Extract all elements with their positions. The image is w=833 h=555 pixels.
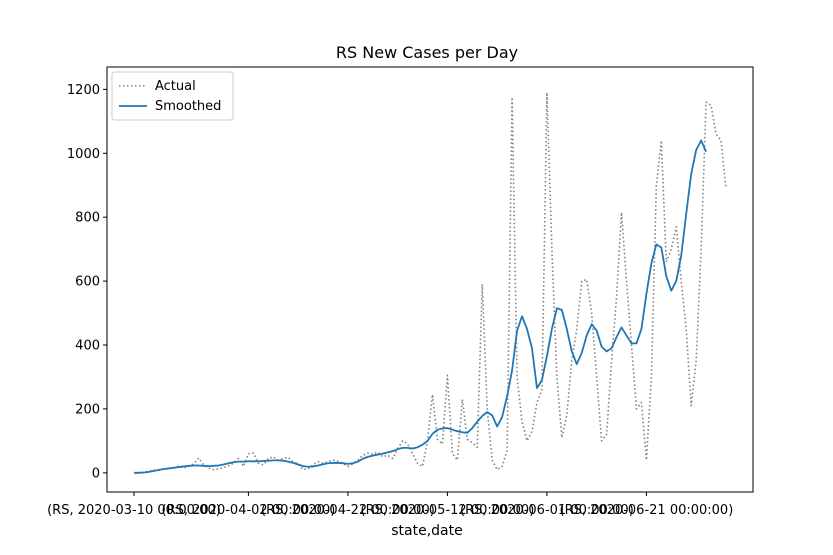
y-tick-label: 1000 bbox=[67, 147, 100, 162]
x-axis-label: state,date bbox=[391, 523, 462, 539]
y-tick-label: 200 bbox=[75, 402, 100, 417]
y-tick-label: 400 bbox=[75, 339, 100, 354]
y-tick-label: 800 bbox=[75, 211, 100, 226]
chart-title: RS New Cases per Day bbox=[336, 43, 518, 62]
series-layer bbox=[133, 91, 727, 474]
y-tick-label: 0 bbox=[92, 466, 100, 481]
x-tick-label: (RS, 2020-06-21 00:00:00) bbox=[560, 503, 734, 518]
y-tick-label: 1200 bbox=[67, 83, 100, 98]
plot-frame bbox=[106, 66, 754, 493]
y-axis: 0 200 400 600 800 1000 1200 bbox=[67, 83, 107, 481]
legend: Actual Smoothed bbox=[111, 71, 234, 121]
x-tick-label: (RS, 2020-04-22 00:00:00) bbox=[261, 503, 435, 518]
x-tick-label: (RS, 2020-06-01 00:00:00) bbox=[460, 503, 634, 518]
x-axis: (RS, 2020-03-10 00:00:00)(RS, 2020-04-02… bbox=[47, 492, 733, 518]
legend-label-actual: Actual bbox=[155, 79, 196, 94]
plot-area bbox=[106, 66, 754, 493]
legend-label-smoothed: Smoothed bbox=[155, 99, 221, 114]
legend-box bbox=[111, 71, 234, 121]
y-tick-label: 600 bbox=[75, 275, 100, 290]
series-line-actual bbox=[133, 91, 727, 474]
x-tick-label: (RS, 2020-05-12 00:00:00) bbox=[361, 503, 535, 518]
series-line-smoothed bbox=[134, 139, 707, 474]
x-tick-label: (RS, 2020-04-02 00:00:00) bbox=[162, 503, 336, 518]
x-tick-label: (RS, 2020-03-10 00:00:00) bbox=[47, 503, 221, 518]
